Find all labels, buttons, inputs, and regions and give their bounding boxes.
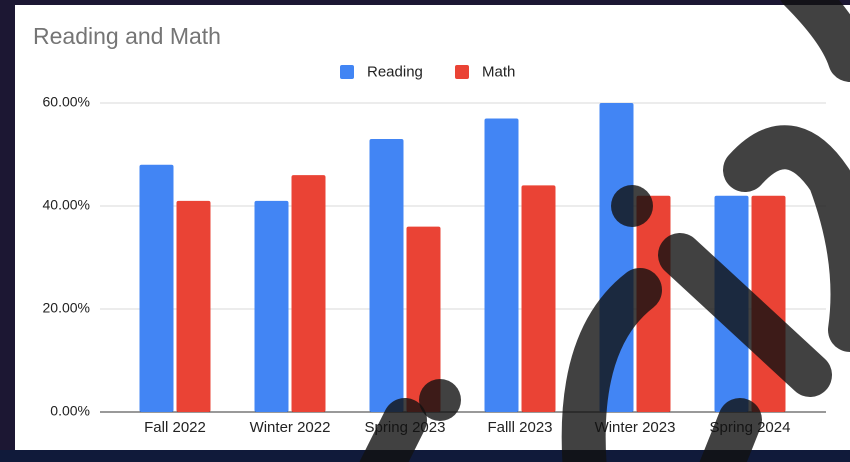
bar (369, 139, 404, 413)
chart-title: Reading and Math (33, 23, 221, 49)
bottom-band (0, 450, 850, 462)
bar (139, 164, 174, 412)
scribble (780, 0, 850, 82)
legend-swatch (340, 65, 354, 79)
scribble-dot (611, 185, 653, 227)
y-tick-label: 60.00% (43, 94, 90, 110)
plot: 0.00% 20.00% 40.00% 60.00% Reading Math Fall 2… (43, 63, 826, 436)
bar (521, 185, 556, 412)
x-tick-label: Falll 2023 (487, 419, 552, 436)
bar (254, 200, 289, 412)
legend-label: Math (482, 63, 515, 80)
scribble (561, 268, 662, 462)
legend-label: Reading (367, 63, 423, 80)
scribble (699, 398, 762, 462)
x-tick-label: Winter 2022 (250, 419, 331, 436)
bar (406, 226, 441, 412)
y-tick-label: 0.00% (50, 403, 90, 419)
scribble (723, 125, 850, 352)
x-tick-label: Winter 2023 (595, 419, 676, 436)
scribble-overlay (359, 0, 850, 462)
bar (291, 175, 326, 412)
y-tick-label: 40.00% (43, 197, 90, 213)
y-tick-label: 20.00% (43, 300, 90, 316)
scribble (658, 233, 832, 397)
scribble (359, 398, 427, 462)
bar (484, 118, 519, 412)
bar (176, 200, 211, 412)
scribble-dot (419, 379, 461, 421)
legend-swatch (455, 65, 469, 79)
x-tick-label: Fall 2022 (144, 419, 206, 436)
